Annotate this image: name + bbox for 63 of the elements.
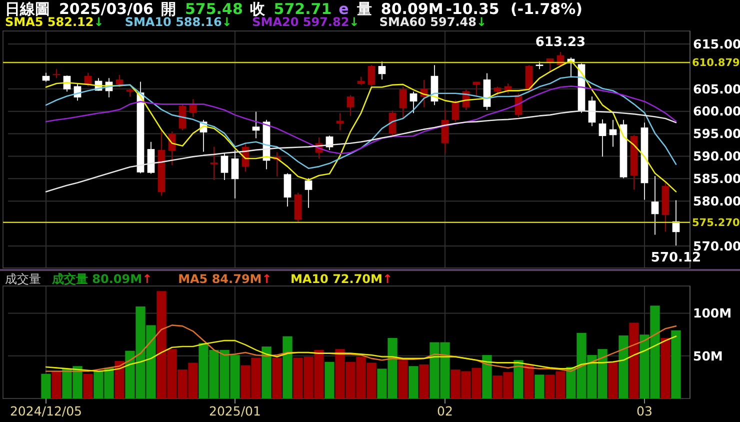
- bar: [41, 374, 51, 398]
- candlestick: [178, 104, 186, 131]
- candlestick: [147, 141, 155, 174]
- bar: [482, 355, 492, 398]
- bar: [262, 346, 272, 398]
- text: SMA60 597.48↓: [379, 15, 487, 29]
- bar: [398, 360, 408, 398]
- bar: [671, 330, 681, 398]
- annotation: 613.23: [535, 34, 586, 50]
- bar: [524, 364, 534, 398]
- candlestick: [598, 118, 606, 158]
- series-label: 成交量 80.09M↑: [51, 272, 152, 286]
- candlestick: [609, 119, 617, 148]
- bar: [83, 374, 93, 398]
- x-tick-label: 2024/12/05: [10, 404, 82, 418]
- x-tick-label: 02: [437, 404, 453, 418]
- line-series: [45, 324, 677, 372]
- candlestick: [368, 64, 376, 87]
- bar: [272, 358, 282, 398]
- candlestick: [116, 74, 124, 88]
- bar: [282, 336, 292, 398]
- bar: [114, 361, 124, 398]
- candlestick: [399, 86, 407, 120]
- candlestick: [388, 110, 396, 137]
- text: SMA20 597.82↓: [252, 15, 360, 29]
- y-tick-label: 100M: [693, 306, 732, 321]
- chart-title: 成交量: [5, 272, 41, 286]
- line-series: [45, 86, 677, 154]
- candlestick: [220, 153, 228, 181]
- text: SMA10 588.16↓: [124, 15, 232, 29]
- x-tick-label: 2025/01: [209, 404, 261, 418]
- candlestick: [472, 81, 480, 96]
- x-tick-label: 03: [636, 404, 652, 418]
- annotation: 570.12: [650, 250, 702, 266]
- ref-line-label: 575.270: [692, 217, 740, 230]
- candlestick: [410, 91, 418, 114]
- candlestick: [378, 61, 386, 80]
- text: SMA5 582.12↓: [5, 15, 104, 29]
- y-tick-label: 50M: [693, 348, 723, 364]
- bar: [608, 362, 618, 398]
- bar: [419, 364, 429, 398]
- bar: [618, 335, 628, 398]
- candlestick: [346, 94, 354, 116]
- bar: [408, 366, 418, 398]
- bar: [534, 374, 544, 398]
- bar: [52, 371, 62, 398]
- candlestick: [525, 64, 533, 92]
- line-series: [45, 336, 677, 372]
- candlestick: [284, 172, 292, 208]
- candlestick: [189, 98, 197, 118]
- bar: [629, 322, 639, 398]
- bar: [514, 360, 524, 398]
- text: MA5 84.79M↑: [178, 272, 272, 286]
- candlestick: [651, 175, 659, 236]
- text: MA10 72.70M↑: [290, 272, 393, 286]
- chart-title: 日線圖 2025/03/06 開 575.48 收 572.71 e 量 80.09M -10.35 (-1.78%): [5, 0, 582, 18]
- candlestick: [210, 146, 218, 181]
- line-series: [45, 76, 677, 169]
- bar: [324, 362, 334, 398]
- candlestick: [304, 178, 312, 208]
- candlestick: [252, 111, 260, 139]
- bar: [660, 338, 670, 398]
- ref-line-label: 610.879: [692, 57, 740, 70]
